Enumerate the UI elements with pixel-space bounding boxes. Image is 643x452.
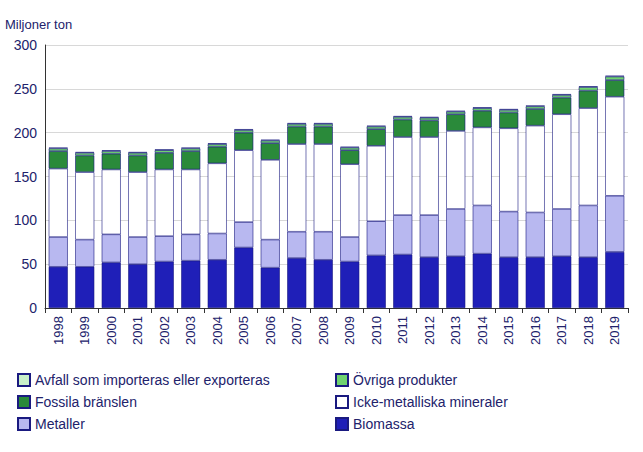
- svg-text:2003: 2003: [183, 316, 198, 345]
- svg-text:Metaller: Metaller: [35, 416, 85, 432]
- svg-text:2009: 2009: [342, 316, 357, 345]
- svg-text:2019: 2019: [607, 316, 622, 345]
- svg-text:2012: 2012: [422, 316, 437, 345]
- svg-text:2014: 2014: [475, 316, 490, 345]
- svg-text:2017: 2017: [554, 316, 569, 345]
- svg-text:2015: 2015: [501, 316, 516, 345]
- svg-text:300: 300: [14, 37, 38, 53]
- svg-text:150: 150: [14, 169, 38, 185]
- svg-text:2004: 2004: [210, 316, 225, 345]
- svg-text:Biomassa: Biomassa: [353, 416, 415, 432]
- svg-text:50: 50: [21, 256, 37, 272]
- svg-text:2006: 2006: [263, 316, 278, 345]
- svg-text:2002: 2002: [157, 316, 172, 345]
- svg-text:1998: 1998: [51, 316, 66, 345]
- svg-text:0: 0: [29, 300, 37, 316]
- svg-text:2013: 2013: [448, 316, 463, 345]
- svg-text:200: 200: [14, 125, 38, 141]
- svg-text:2008: 2008: [316, 316, 331, 345]
- svg-text:Fossila bränslen: Fossila bränslen: [35, 394, 137, 410]
- svg-text:2018: 2018: [581, 316, 596, 345]
- svg-text:2016: 2016: [528, 316, 543, 345]
- svg-text:250: 250: [14, 81, 38, 97]
- svg-text:2011: 2011: [395, 316, 410, 344]
- svg-text:2000: 2000: [104, 316, 119, 345]
- svg-text:2001: 2001: [130, 316, 145, 345]
- svg-text:2010: 2010: [369, 316, 384, 345]
- svg-text:2007: 2007: [289, 316, 304, 345]
- svg-text:100: 100: [14, 212, 38, 228]
- svg-text:2005: 2005: [236, 316, 251, 345]
- svg-text:Miljoner ton: Miljoner ton: [5, 17, 72, 32]
- svg-text:1999: 1999: [77, 316, 92, 345]
- svg-text:Icke-metalliska mineraler: Icke-metalliska mineraler: [353, 394, 508, 410]
- svg-text:Övriga produkter: Övriga produkter: [353, 371, 458, 388]
- svg-text:Avfall som importeras eller ex: Avfall som importeras eller exporteras: [35, 372, 270, 388]
